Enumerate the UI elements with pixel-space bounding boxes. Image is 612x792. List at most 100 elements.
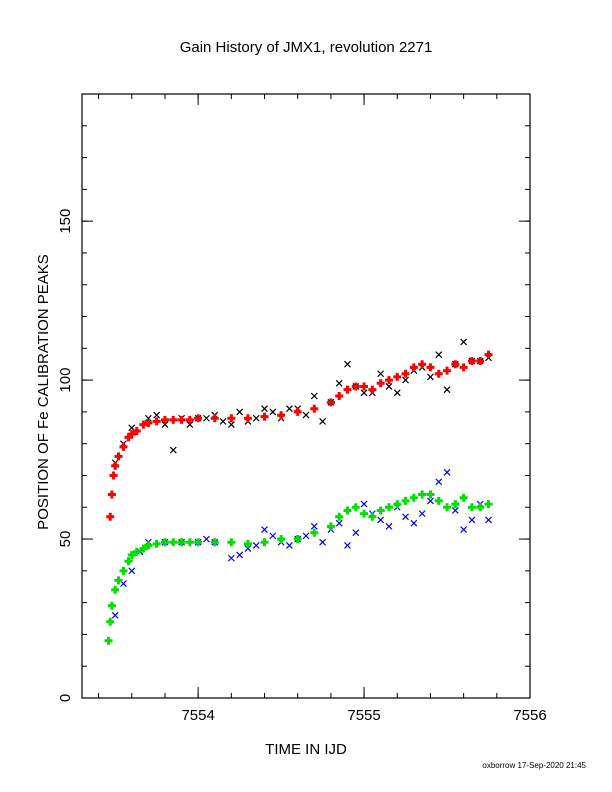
data-point [285,405,293,413]
data-point [476,357,485,366]
x-tick-label: 7556 [513,707,546,724]
data-point [443,366,452,375]
data-point [104,636,113,645]
data-point [310,522,318,530]
data-point [261,526,268,533]
data-point [293,407,302,416]
data-point [467,503,476,512]
data-point [451,500,460,509]
data-point [132,547,141,556]
data-point [185,415,194,424]
data-point [144,541,153,550]
data-point [335,379,343,387]
data-point [260,412,269,421]
data-point [252,541,260,549]
data-point [236,408,244,416]
data-point [194,414,203,423]
data-point [344,360,351,368]
data-point [302,532,310,540]
data-point [360,500,368,508]
y-tick-label: 100 [57,368,74,393]
data-point [459,363,468,372]
data-point [434,496,443,505]
data-point [210,414,219,423]
data-point [111,585,120,594]
data-point [194,538,203,547]
data-point [185,538,194,547]
footer-credit: oxborrow 17-Sep-2020 21:45 [482,761,586,770]
data-point [443,468,451,476]
data-point [160,538,169,547]
data-point [360,382,369,391]
data-point [384,503,393,512]
data-point [335,512,344,521]
data-point [144,419,153,428]
data-point [385,383,393,390]
data-point [169,538,178,547]
data-point [277,411,286,420]
data-point [384,376,393,385]
data-point [269,408,277,416]
data-point [326,398,335,407]
data-point [310,392,318,400]
series-1 [106,350,493,521]
data-point [351,382,360,391]
series-3 [104,490,493,645]
data-point [435,478,443,486]
data-point [402,513,409,521]
data-point [326,522,335,531]
data-point [114,452,123,461]
data-point [243,539,252,548]
data-point [310,404,319,413]
data-point [161,421,169,429]
data-point [106,617,115,626]
series-0 [111,338,492,467]
data-point [203,535,210,543]
data-point [302,411,310,419]
data-point [111,461,120,470]
data-point [393,389,401,397]
data-point [426,363,435,372]
data-point [418,510,426,518]
data-point [418,360,427,369]
axis-ticks: 7554 7555 7556 0 50 100 150 [57,94,547,724]
data-point [319,538,327,546]
data-point [402,376,409,384]
data-point [124,557,133,566]
data-point [139,544,148,553]
series-2 [111,468,492,619]
data-point [376,506,385,515]
data-point [119,566,128,575]
data-point [427,373,434,381]
plot-frame [81,93,531,699]
data-point [351,503,360,512]
data-point [285,541,293,549]
data-point [468,516,476,524]
data-point [107,490,116,499]
data-point [114,576,123,585]
x-tick-label: 7555 [347,707,380,724]
data-point [177,415,186,424]
data-point [385,522,393,530]
data-point [460,526,468,533]
data-point [393,372,402,381]
data-point [460,338,468,346]
data-point [127,430,136,439]
data-point [144,414,152,422]
data-point [434,369,443,378]
data-point [343,506,352,515]
data-point [344,541,351,549]
data-point [219,418,227,425]
data-point [153,411,161,419]
data-point [109,471,118,480]
x-tick-label: 7554 [181,707,214,724]
data-point [377,370,385,378]
data-point [203,414,210,422]
data-point [169,415,178,424]
data-point [427,497,434,505]
data-point [476,503,485,512]
y-axis-label: POSITION OF Fe CALIBRATION PEAKS [35,254,52,530]
y-tick-label: 50 [57,531,74,548]
data-point [443,503,452,512]
